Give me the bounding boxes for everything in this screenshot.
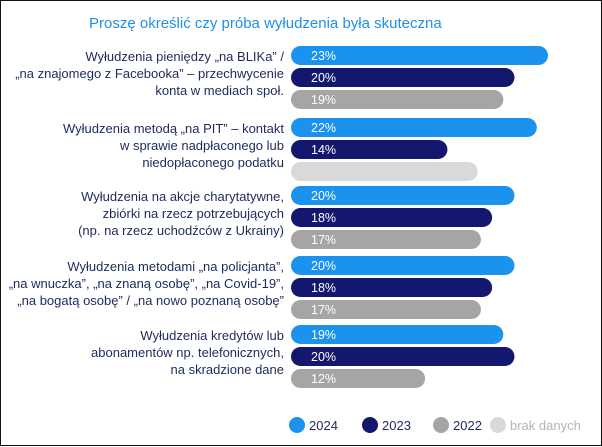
data-label: 20% [311,259,336,273]
data-label: 12% [311,372,336,386]
data-label: 20% [311,71,336,85]
category-label-line: „na wnuczka”, „na znaną osobę”, „na Covi… [9,276,284,291]
category-label-line: „na znajomego z Facebooka” – przechwycen… [15,66,284,81]
chart-title: Proszę określić czy próba wyłudzenia był… [89,15,442,32]
bar-2024 [291,325,504,344]
bar-2023 [291,278,493,297]
category-label-line: w sprawie nadpłaconego lub [119,138,284,153]
legend-swatch [289,417,305,433]
bar-2022 [291,230,481,249]
legend-label: 2022 [453,418,482,433]
bar-2024 [291,186,515,205]
category-labels: Wyłudzenia pieniędzy „na BLIKa” / „na zna… [9,49,285,377]
category-label-line: (np. na rzecz uchodźców z Ukrainy) [78,223,284,238]
category-label-line: Wyłudzenia pieniędzy „na BLIKa” / [85,49,284,64]
bar-2023 [291,347,515,366]
category-label-line: konta w mediach społ. [155,83,284,98]
bar-2024 [291,46,548,65]
category-label-line: Wyłudzenia metodami „na policjanta”, [67,259,284,274]
legend-label: 2024 [309,418,338,433]
category-label-line: „na bogatą osobę” / „na nowo poznaną oso… [17,293,284,308]
category-label-line: abonamentów np. telefonicznych, [91,345,284,360]
data-label: 19% [311,328,336,342]
data-label: 14% [311,143,336,157]
legend-label: 2023 [382,418,411,433]
bar-2023 [291,208,493,227]
data-label: 23% [311,49,336,63]
category-label-line: Wyłudzenia metodą „na PIT” – kontakt [63,121,284,136]
legend-label: brak danych [510,418,581,433]
data-label: 18% [311,281,336,295]
data-label: 18% [311,211,336,225]
legend: 2024 2023 2022 brak danych [289,417,581,433]
bar-2022 [291,90,504,109]
data-label: 22% [311,121,336,135]
legend-swatch [490,417,506,433]
category-label-line: na skradzione dane [171,362,284,377]
bar-2024 [291,256,515,275]
bar-2023 [291,140,448,159]
bar-2024 [291,118,537,137]
data-label: 20% [311,189,336,203]
bar-2022 [291,300,481,319]
category-label-line: zbiórki na rzecz potrzebujących [103,206,284,221]
legend-swatch [433,417,449,433]
category-label-line: Wyłudzenia na akcje charytatywne, [81,189,284,204]
bar-missing-data [291,162,478,181]
category-label-line: niedopłaconego podatku [142,155,284,170]
data-label: 17% [311,303,336,317]
data-label: 17% [311,233,336,247]
bars-layer: 23% 20% 19% 22% 14% 20% 18% 17% 20% 18% 17% 19% 20% 1… [291,46,548,388]
data-label: 19% [311,93,336,107]
data-label: 20% [311,350,336,364]
bar-2022 [291,369,426,388]
category-label-line: Wyłudzenia kredytów lub [140,328,284,343]
legend-swatch [362,417,378,433]
bar-2023 [291,68,515,87]
